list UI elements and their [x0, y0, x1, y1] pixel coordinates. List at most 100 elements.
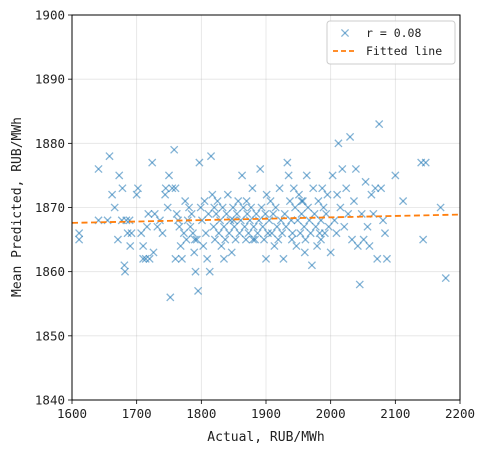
data-point [213, 197, 222, 206]
data-point [190, 248, 199, 257]
data-point [359, 235, 368, 244]
y-tick-label: 1860 [35, 264, 65, 279]
data-point [278, 229, 287, 238]
data-point [249, 222, 258, 231]
data-point [421, 158, 430, 167]
data-point [311, 222, 320, 231]
data-point [262, 190, 271, 199]
data-point [263, 229, 272, 238]
y-tick-label: 1880 [35, 136, 65, 151]
data-point [285, 197, 294, 206]
data-point [275, 184, 284, 193]
data-point [191, 267, 200, 276]
data-point [292, 241, 301, 251]
data-point [248, 184, 257, 193]
data-point [328, 171, 337, 180]
data-point [380, 229, 390, 238]
data-point [272, 222, 282, 231]
x-tick-label: 1800 [186, 406, 216, 421]
data-point [166, 293, 175, 302]
x-tick-label: 1700 [122, 406, 152, 421]
data-point [195, 158, 204, 167]
data-point [269, 209, 278, 218]
x-tick-label: 2100 [380, 406, 410, 421]
x-tick-label: 1900 [251, 406, 281, 421]
data-point [172, 209, 181, 218]
data-point [353, 241, 362, 251]
data-point [177, 254, 186, 263]
y-tick-label: 1890 [35, 72, 65, 87]
data-point [148, 158, 157, 167]
data-point [367, 190, 376, 199]
data-point [209, 222, 218, 231]
data-point [274, 235, 283, 244]
data-point [75, 235, 84, 244]
data-point [175, 222, 184, 231]
data-point [287, 235, 296, 244]
data-point [200, 197, 209, 206]
data-point [236, 216, 245, 225]
data-point [377, 184, 386, 193]
data-point [225, 229, 234, 238]
data-point [240, 222, 249, 231]
fitted-line-layer [71, 213, 461, 224]
y-axis-label: Mean Predicted, RUB/MWh [10, 117, 25, 297]
data-point [110, 203, 119, 212]
data-point [197, 216, 207, 225]
data-point [150, 209, 159, 218]
data-point [108, 190, 117, 199]
data-point [144, 209, 153, 218]
data-point [105, 152, 114, 161]
data-point [436, 203, 445, 212]
data-point [227, 248, 236, 257]
legend-box [326, 20, 456, 65]
data-point [210, 203, 219, 212]
data-point [334, 139, 343, 148]
data-point [303, 203, 313, 212]
data-point [163, 203, 172, 212]
data-point [283, 158, 292, 167]
data-point [229, 216, 238, 225]
y-tick-label: 1870 [35, 200, 65, 215]
data-point [201, 229, 210, 238]
data-point [391, 171, 400, 180]
legend-x-glyph [340, 28, 350, 38]
data-point [122, 216, 131, 225]
grid-lines [71, 14, 461, 401]
data-point [94, 164, 103, 174]
data-point [75, 229, 84, 238]
data-point [294, 190, 304, 199]
x-tick-label: 1600 [57, 406, 87, 421]
data-point [399, 197, 408, 206]
data-point [125, 216, 134, 225]
data-point [324, 222, 333, 231]
data-point [199, 241, 208, 251]
data-point [120, 267, 130, 276]
data-point [218, 203, 227, 212]
x-tick-label: 2000 [316, 406, 346, 421]
fitted-line [71, 213, 461, 224]
data-point [208, 190, 217, 199]
data-point [164, 171, 174, 180]
data-point [184, 203, 194, 212]
data-point [210, 235, 219, 244]
data-point [230, 222, 239, 231]
data-point [253, 229, 262, 238]
data-point [145, 254, 154, 263]
data-point [123, 229, 132, 238]
data-point [203, 254, 212, 263]
y-tick-label: 1900 [35, 8, 65, 23]
data-point [288, 229, 297, 238]
data-point [161, 184, 170, 193]
data-point [300, 222, 309, 231]
y-tick-label: 1840 [35, 393, 65, 408]
data-point [371, 184, 380, 193]
data-point [318, 184, 327, 193]
data-point [349, 197, 359, 206]
data-point [247, 203, 256, 212]
data-point [171, 184, 180, 193]
data-point [347, 235, 357, 244]
data-point [222, 209, 231, 218]
data-point [132, 190, 141, 199]
data-point [279, 254, 288, 263]
